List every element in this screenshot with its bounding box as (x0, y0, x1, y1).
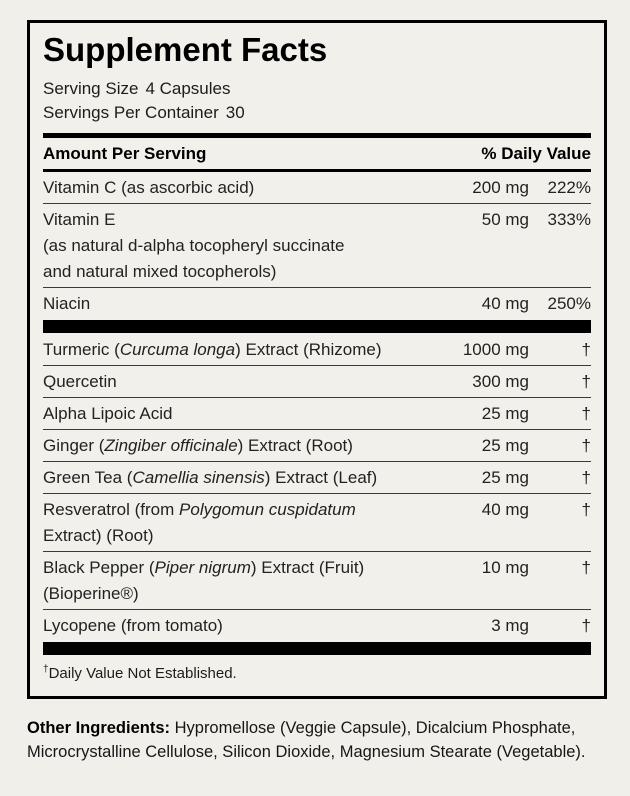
ingredient-rows: Vitamin C (as ascorbic acid) 200 mg 222% Vi… (43, 172, 591, 655)
servings-per-container-value: 30 (225, 103, 245, 122)
ingredient-row: Ginger (Zingiber officinale) Extract (Ro… (43, 430, 591, 462)
amount-per-serving-header: Amount Per Serving (43, 144, 207, 163)
ingredient-name-line: and natural mixed tocopherols) (43, 262, 277, 281)
ingredient-amount: 40 mg (481, 500, 529, 519)
ingredient-row: Vitamin C (as ascorbic acid) 200 mg 222% (43, 172, 591, 204)
medium-divider-header (43, 169, 591, 172)
ingredient-name-line: Ginger (Zingiber officinale) Extract (Ro… (43, 436, 353, 455)
serving-size-label: Serving Size (43, 79, 139, 98)
ingredient-daily-value: † (581, 404, 591, 423)
ingredient-amount: 50 mg (481, 210, 529, 229)
ingredient-amount: 25 mg (481, 404, 529, 423)
other-ingredients-text: Hypromellose (Veggie Capsule), Dicalcium… (27, 719, 586, 761)
ingredient-name: Ginger (Zingiber officinale) Extract (Ro… (43, 433, 433, 459)
ingredient-daily-value: 333% (547, 210, 591, 229)
ingredient-name-line: Niacin (43, 294, 91, 313)
ingredient-daily-value: † (581, 436, 591, 455)
ingredient-row: Vitamin E (as natural d-alpha tocopheryl … (43, 204, 591, 288)
ingredient-amount: 300 mg (472, 372, 529, 391)
ingredient-row: Green Tea (Camellia sinensis) Extract (L… (43, 462, 591, 494)
ingredient-name: Vitamin C (as ascorbic acid) (43, 175, 433, 201)
ingredient-amount: 25 mg (481, 436, 529, 455)
ingredient-daily-value: † (581, 558, 591, 577)
ingredient-amount: 1000 mg (462, 340, 529, 359)
ingredient-row: Resveratrol (from Polygomun cuspidatum Ex… (43, 494, 591, 552)
ingredient-name: Vitamin E (as natural d-alpha tocopheryl … (43, 207, 433, 285)
ingredient-daily-value: † (581, 500, 591, 519)
ingredient-amount: 3 mg (491, 616, 529, 635)
ingredient-name: Green Tea (Camellia sinensis) Extract (L… (43, 465, 433, 491)
thick-divider-top (43, 133, 591, 138)
footnote-text: Daily Value Not Established. (48, 665, 237, 682)
ingredient-name-line: Green Tea (Camellia sinensis) Extract (L… (43, 468, 378, 487)
ingredient-name: Lycopene (from tomato) (43, 613, 433, 639)
ingredient-daily-value: 250% (547, 294, 591, 313)
ingredient-name: Turmeric (Curcuma longa) Extract (Rhizom… (43, 337, 433, 363)
ingredient-name-line: Lycopene (from tomato) (43, 616, 223, 635)
ingredient-daily-value: † (581, 340, 591, 359)
ingredient-row: Black Pepper (Piper nigrum) Extract (Fru… (43, 552, 591, 610)
ingredient-name: Alpha Lipoic Acid (43, 401, 433, 427)
ingredient-daily-value: † (581, 372, 591, 391)
ingredient-row: Quercetin 300 mg † (43, 366, 591, 398)
ingredient-amount: 200 mg (472, 178, 529, 197)
daily-value-footnote: †Daily Value Not Established. (43, 656, 591, 686)
ingredient-row: Turmeric (Curcuma longa) Extract (Rhizom… (43, 334, 591, 366)
other-ingredients-label: Other Ingredients: (27, 719, 171, 737)
serving-size-line: Serving Size 4 Capsules (43, 77, 591, 101)
ingredient-row: Alpha Lipoic Acid 25 mg † (43, 398, 591, 430)
servings-per-container-line: Servings Per Container 30 (43, 101, 591, 125)
ingredient-name-line: Alpha Lipoic Acid (43, 404, 173, 423)
ingredient-name-line: Vitamin E (43, 210, 116, 229)
divider-bar (43, 320, 591, 333)
ingredient-name: Quercetin (43, 369, 433, 395)
ingredient-amount: 40 mg (481, 294, 529, 313)
ingredient-amount: 25 mg (481, 468, 529, 487)
ingredient-row: Lycopene (from tomato) 3 mg † (43, 610, 591, 641)
ingredient-name-line: Turmeric (Curcuma longa) Extract (Rhizom… (43, 340, 382, 359)
ingredient-name: Black Pepper (Piper nigrum) Extract (Fru… (43, 555, 433, 607)
servings-per-container-label: Servings Per Container (43, 103, 219, 122)
ingredient-name: Niacin (43, 291, 433, 317)
ingredient-name-line: Black Pepper (Piper nigrum) Extract (Fru… (43, 558, 365, 577)
serving-size-value: 4 Capsules (145, 79, 231, 98)
ingredient-amount: 10 mg (481, 558, 529, 577)
divider-bar (43, 642, 591, 655)
ingredient-name-line: (Bioperine®) (43, 584, 139, 603)
table-header: Amount Per Serving % Daily Value (43, 138, 591, 169)
ingredient-name: Resveratrol (from Polygomun cuspidatum Ex… (43, 497, 433, 549)
ingredient-daily-value: 222% (547, 178, 591, 197)
ingredient-daily-value: † (581, 616, 591, 635)
ingredient-name-line: Quercetin (43, 372, 117, 391)
panel-title: Supplement Facts (43, 31, 328, 68)
ingredient-name-line: Vitamin C (as ascorbic acid) (43, 178, 255, 197)
ingredient-row: Niacin 40 mg 250% (43, 288, 591, 319)
other-ingredients: Other Ingredients: Hypromellose (Veggie … (27, 716, 609, 764)
footnote-dagger: † (43, 664, 49, 675)
ingredient-name-line: Resveratrol (from Polygomun cuspidatum (43, 500, 356, 519)
ingredient-daily-value: † (581, 468, 591, 487)
daily-value-header: % Daily Value (481, 144, 591, 163)
supplement-facts-panel: Supplement Facts Serving Size 4 Capsules … (27, 20, 607, 699)
ingredient-name-line: (as natural d-alpha tocopheryl succinate (43, 236, 345, 255)
ingredient-name-line: Extract) (Root) (43, 526, 154, 545)
